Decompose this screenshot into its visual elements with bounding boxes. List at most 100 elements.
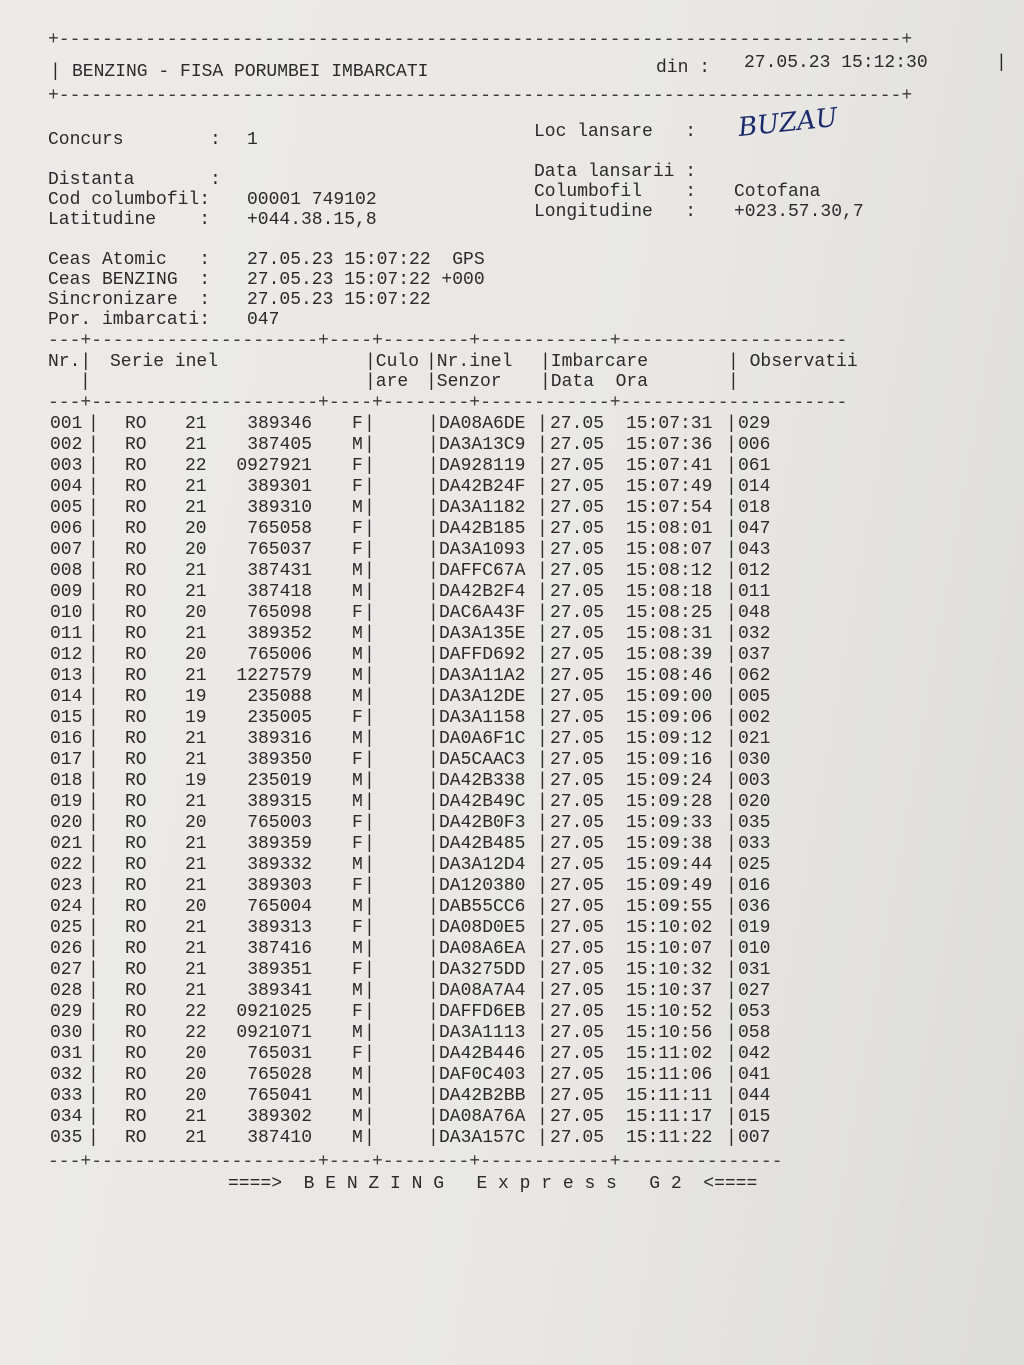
por-imbarcati-value: 047	[247, 310, 280, 330]
cell-separator: |	[364, 834, 375, 854]
cell-ring: 389352	[247, 624, 312, 644]
cell-year: 20	[185, 813, 207, 833]
cell-sex: F	[352, 540, 363, 560]
cell-observatii: 047	[738, 519, 771, 539]
cell-ring: 389341	[247, 981, 312, 1001]
col-header-senzor: |Senzor	[426, 372, 502, 392]
cell-nr: 021	[50, 834, 83, 854]
cell-observatii: 006	[738, 435, 771, 455]
cell-observatii: 032	[738, 624, 771, 644]
cell-separator: |	[726, 897, 737, 917]
table-row: 029 | RO 22 0921025 F| |DAFFD6EB | 27.05 15:10:52…	[48, 1002, 948, 1023]
cell-separator: |	[428, 561, 439, 581]
cell-year: 19	[185, 708, 207, 728]
cell-separator: |	[428, 813, 439, 833]
cell-country: RO	[125, 603, 147, 623]
table-row: 016 | RO 21 389316 M| |DA0A6F1C | 27.05 15:09:12 |…	[48, 729, 948, 750]
cell-separator: |	[726, 498, 737, 518]
table-row: 020 | RO 20 765003 F| |DA42B0F3 | 27.05 15:09:33 |…	[48, 813, 948, 834]
cell-country: RO	[125, 876, 147, 896]
cell-separator: |	[726, 1107, 737, 1127]
cell-sensor: DA3275DD	[439, 960, 526, 980]
cell-date: 27.05	[550, 561, 605, 581]
cell-separator: |	[428, 960, 439, 980]
cell-separator: |	[428, 645, 439, 665]
cell-date: 27.05	[550, 771, 605, 791]
cell-separator: |	[364, 435, 375, 455]
cell-separator: |	[428, 603, 439, 623]
cell-separator: |	[726, 750, 737, 770]
table-row: 001 | RO 21 389346 F| |DA08A6DE | 27.05 15:07:31 |…	[48, 414, 948, 435]
cell-separator: |	[726, 561, 737, 581]
cell-separator: |	[88, 582, 99, 602]
cell-separator: |	[537, 855, 548, 875]
cell-nr: 029	[50, 1002, 83, 1022]
cell-sex: M	[352, 435, 363, 455]
cell-sex: M	[352, 981, 363, 1001]
cell-observatii: 025	[738, 855, 771, 875]
cell-separator: |	[726, 603, 737, 623]
cell-sensor: DA3A157C	[439, 1128, 526, 1148]
cell-separator: |	[537, 729, 548, 749]
divider: +---------------------------------------…	[48, 30, 913, 50]
cell-separator: |	[726, 876, 737, 896]
cell-separator: |	[88, 1023, 99, 1043]
cell-separator: |	[428, 708, 439, 728]
cell-separator: |	[726, 708, 737, 728]
cell-observatii: 037	[738, 645, 771, 665]
cell-time: 15:08:01	[626, 519, 713, 539]
cell-year: 20	[185, 1065, 207, 1085]
cell-year: 19	[185, 771, 207, 791]
cell-nr: 032	[50, 1065, 83, 1085]
cell-separator: |	[364, 876, 375, 896]
cell-country: RO	[125, 855, 147, 875]
cell-sex: M	[352, 561, 363, 581]
cell-sex: M	[352, 1128, 363, 1148]
cell-separator: |	[428, 456, 439, 476]
cell-separator: |	[726, 813, 737, 833]
table-row: 007 | RO 20 765037 F| |DA3A1093 | 27.05 15:08:07 |…	[48, 540, 948, 561]
cell-time: 15:11:17	[626, 1107, 713, 1127]
cell-time: 15:09:24	[626, 771, 713, 791]
cell-ring: 389313	[247, 918, 312, 938]
table-row: 023 | RO 21 389303 F| |DA120380 | 27.05 15:09:49 |…	[48, 876, 948, 897]
cell-separator: |	[537, 687, 548, 707]
cell-ring: 389346	[247, 414, 312, 434]
cell-sex: F	[352, 603, 363, 623]
cell-separator: |	[428, 1065, 439, 1085]
cell-separator: |	[88, 960, 99, 980]
cell-time: 15:09:06	[626, 708, 713, 728]
cell-date: 27.05	[550, 1086, 605, 1106]
cell-sensor: DA0A6F1C	[439, 729, 526, 749]
table-row: 006 | RO 20 765058 F| |DA42B185 | 27.05 15:08:01 |…	[48, 519, 948, 540]
cell-nr: 020	[50, 813, 83, 833]
cell-observatii: 042	[738, 1044, 771, 1064]
cell-separator: |	[726, 624, 737, 644]
cell-sensor: DA08A7A4	[439, 981, 526, 1001]
cell-separator: |	[537, 813, 548, 833]
cell-sex: M	[352, 729, 363, 749]
cell-time: 15:09:49	[626, 876, 713, 896]
cell-separator: |	[88, 939, 99, 959]
cell-nr: 017	[50, 750, 83, 770]
cell-separator: |	[88, 792, 99, 812]
cell-country: RO	[125, 813, 147, 833]
cell-separator: |	[364, 519, 375, 539]
longitudine-value: +023.57.30,7	[734, 202, 864, 222]
table-row: 025 | RO 21 389313 F| |DA08D0E5 | 27.05 15:10:02 |…	[48, 918, 948, 939]
table-row: 015 | RO 19 235005 F| |DA3A1158 | 27.05 15:09:06 |…	[48, 708, 948, 729]
cell-year: 21	[185, 792, 207, 812]
cell-nr: 013	[50, 666, 83, 686]
cell-ring: 235019	[247, 771, 312, 791]
cell-time: 15:09:00	[626, 687, 713, 707]
cell-ring: 765058	[247, 519, 312, 539]
table-row: 026 | RO 21 387416 M| |DA08A6EA | 27.05 15:10:07 |…	[48, 939, 948, 960]
table-row: 014 | RO 19 235088 M| |DA3A12DE | 27.05 15:09:00 |…	[48, 687, 948, 708]
cell-separator: |	[364, 603, 375, 623]
cell-year: 21	[185, 435, 207, 455]
cell-separator: |	[88, 645, 99, 665]
cell-separator: |	[726, 1023, 737, 1043]
cell-sex: F	[352, 960, 363, 980]
cell-year: 22	[185, 456, 207, 476]
cell-separator: |	[537, 624, 548, 644]
